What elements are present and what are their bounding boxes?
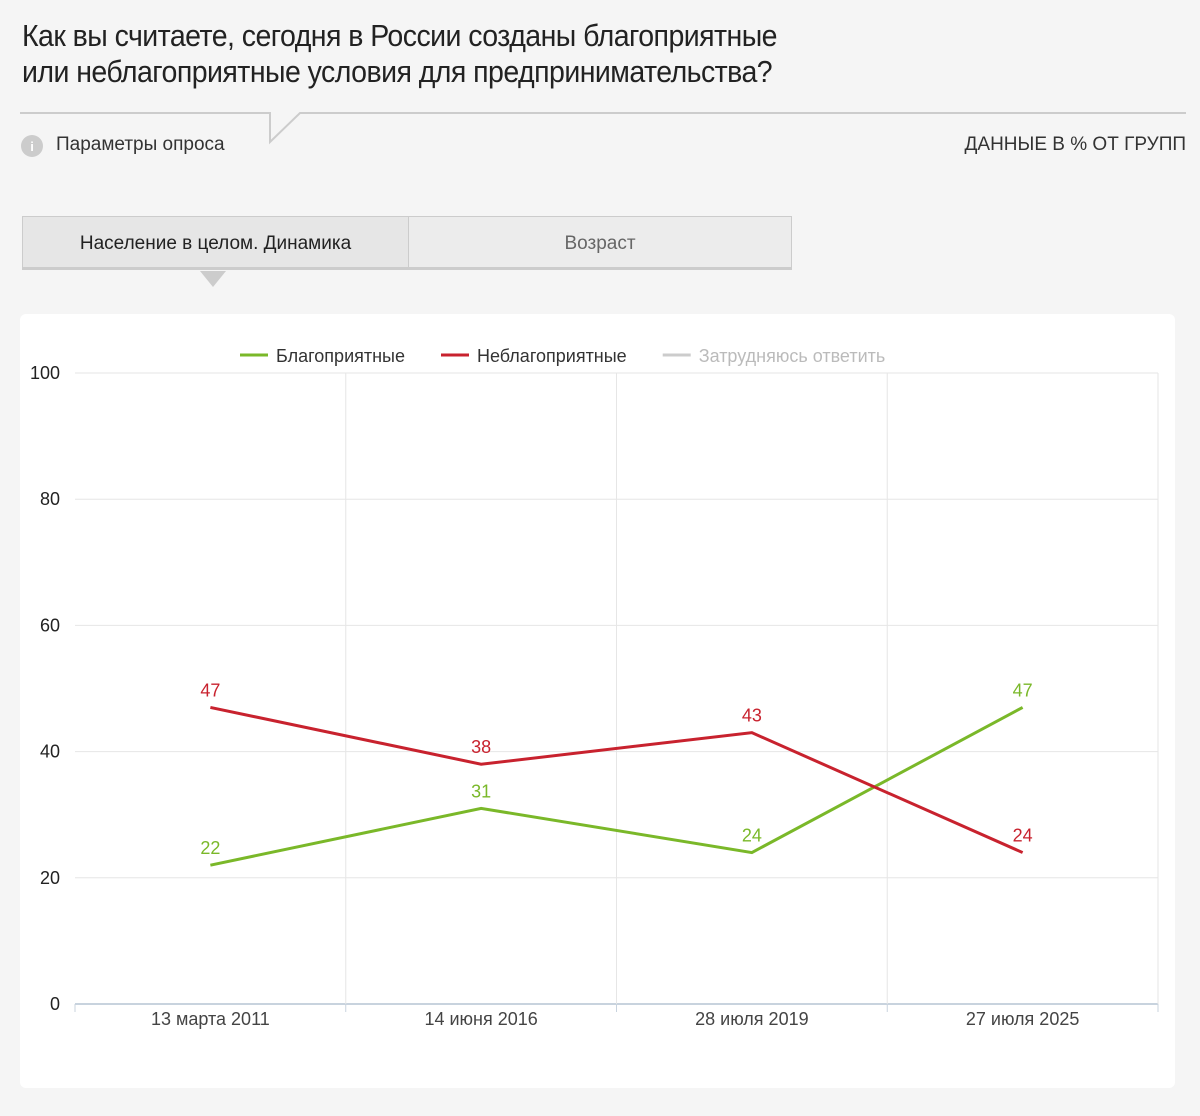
x-tick-label: 27 июля 2025 bbox=[966, 1009, 1079, 1029]
y-tick-label: 60 bbox=[40, 615, 60, 635]
y-tick-label: 20 bbox=[40, 868, 60, 888]
y-tick-label: 0 bbox=[50, 994, 60, 1014]
data-label: 24 bbox=[1013, 826, 1033, 846]
data-label: 47 bbox=[200, 680, 220, 700]
data-label: 38 bbox=[471, 737, 491, 757]
legend-label: Затрудняюсь ответить bbox=[699, 346, 886, 366]
svg-text:i: i bbox=[30, 139, 34, 154]
series-line bbox=[210, 706, 1024, 867]
data-label: 24 bbox=[742, 826, 762, 846]
tab[interactable]: Население в целом. Динамика bbox=[22, 216, 409, 270]
x-tick-label: 14 июня 2016 bbox=[424, 1009, 537, 1029]
y-tick-label: 40 bbox=[40, 742, 60, 762]
y-tick-label: 80 bbox=[40, 489, 60, 509]
data-note: ДАННЫЕ В % ОТ ГРУПП bbox=[964, 134, 1186, 155]
survey-params[interactable]: Параметры опроса bbox=[56, 134, 225, 155]
x-tick-label: 28 июля 2019 bbox=[695, 1009, 808, 1029]
tab-pointer bbox=[200, 271, 226, 287]
title-line: или неблагоприятные условия для предприн… bbox=[22, 54, 773, 89]
chart-card bbox=[20, 314, 1175, 1088]
legend-label: Благоприятные bbox=[276, 346, 405, 366]
title-line: Как вы считаете, сегодня в России создан… bbox=[22, 18, 778, 53]
data-label: 43 bbox=[742, 706, 762, 726]
decor: i bbox=[20, 112, 1186, 157]
tab[interactable]: Возраст bbox=[408, 216, 792, 270]
data-label: 47 bbox=[1013, 680, 1033, 700]
series-line bbox=[210, 705, 1024, 854]
x-tick-label: 13 марта 2011 bbox=[151, 1009, 270, 1029]
data-label: 22 bbox=[200, 838, 220, 858]
y-tick-label: 100 bbox=[30, 363, 60, 383]
legend-label: Неблагоприятные bbox=[477, 346, 627, 366]
data-label: 31 bbox=[471, 781, 491, 801]
title: Как вы считаете, сегодня в России создан… bbox=[22, 18, 778, 90]
